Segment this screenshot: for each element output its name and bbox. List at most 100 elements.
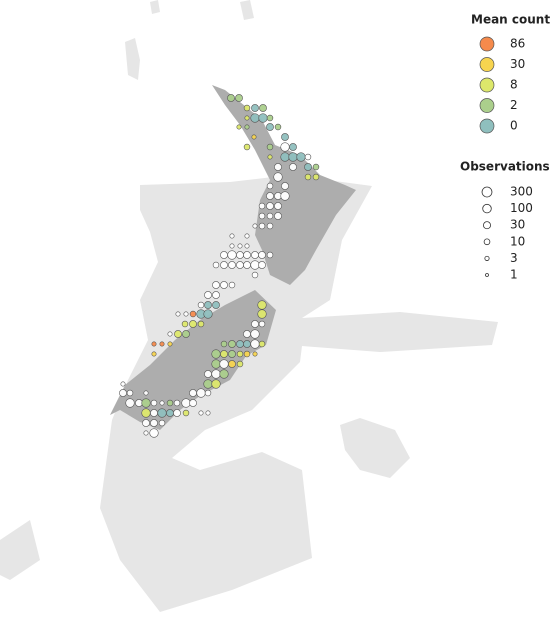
legend-label: 100 <box>510 201 533 215</box>
point <box>189 389 197 397</box>
point <box>250 329 260 339</box>
point <box>158 419 166 427</box>
island <box>0 520 40 580</box>
point <box>229 233 235 239</box>
point <box>189 399 197 407</box>
point <box>212 261 220 269</box>
point <box>151 341 157 347</box>
point <box>197 301 205 309</box>
point <box>141 398 151 408</box>
point <box>258 320 266 328</box>
point <box>250 260 260 270</box>
point <box>244 124 250 130</box>
point <box>252 223 258 229</box>
point <box>266 192 274 200</box>
point <box>243 251 251 259</box>
point <box>174 330 182 338</box>
point <box>211 379 221 389</box>
points <box>119 94 320 438</box>
point <box>182 330 190 338</box>
point <box>236 340 244 348</box>
point <box>228 281 236 289</box>
point <box>236 360 244 368</box>
point <box>175 311 181 317</box>
point <box>227 94 235 102</box>
point <box>258 113 268 123</box>
point <box>228 350 236 358</box>
point <box>243 104 251 112</box>
point <box>173 399 181 407</box>
point <box>183 311 189 317</box>
point <box>243 261 251 269</box>
point <box>236 350 244 358</box>
point <box>166 409 174 417</box>
point <box>274 202 282 210</box>
point <box>235 94 243 102</box>
point <box>304 163 312 171</box>
point <box>205 410 211 416</box>
legend-title: Mean count <box>471 13 550 27</box>
legend-label: 1 <box>510 268 518 282</box>
point <box>251 251 259 259</box>
point <box>157 408 167 418</box>
point <box>266 123 274 131</box>
point <box>182 409 190 417</box>
legend-size <box>481 186 493 198</box>
point <box>258 222 266 230</box>
point <box>296 152 306 162</box>
point <box>143 430 149 436</box>
point <box>312 173 320 181</box>
point <box>159 400 165 406</box>
point <box>266 222 274 230</box>
point <box>244 233 250 239</box>
legend-swatch <box>479 36 495 52</box>
point <box>243 330 251 338</box>
point <box>189 310 197 318</box>
point <box>196 388 206 398</box>
point <box>259 104 267 112</box>
point <box>204 389 212 397</box>
point <box>250 113 260 123</box>
point <box>220 261 228 269</box>
point <box>197 320 205 328</box>
point <box>125 398 135 408</box>
point <box>228 360 236 368</box>
point <box>281 182 289 190</box>
point <box>258 202 266 210</box>
point <box>211 349 221 359</box>
point <box>236 124 242 130</box>
legend-swatch <box>479 77 495 93</box>
legend-swatch <box>479 118 495 134</box>
legend-size <box>482 203 492 214</box>
point <box>212 301 220 309</box>
point <box>228 261 236 269</box>
point <box>219 369 229 379</box>
point <box>257 300 267 310</box>
point <box>304 153 312 161</box>
legend-swatch <box>479 57 495 72</box>
plateau <box>100 175 498 612</box>
point <box>274 212 282 220</box>
point <box>266 212 274 220</box>
point <box>120 381 126 387</box>
point <box>126 389 134 397</box>
point <box>220 281 228 289</box>
point <box>150 419 158 427</box>
point <box>273 172 283 182</box>
island <box>125 38 140 80</box>
south-island <box>110 290 276 430</box>
point <box>166 399 174 407</box>
point <box>267 154 273 160</box>
legend-size <box>485 273 489 277</box>
point <box>243 143 251 151</box>
point <box>266 182 274 190</box>
point <box>203 309 213 319</box>
point <box>150 399 158 407</box>
point <box>149 428 159 438</box>
point <box>251 104 259 112</box>
point <box>237 243 243 249</box>
point <box>258 340 266 348</box>
point <box>251 134 257 140</box>
island <box>340 418 410 478</box>
point <box>167 341 173 347</box>
